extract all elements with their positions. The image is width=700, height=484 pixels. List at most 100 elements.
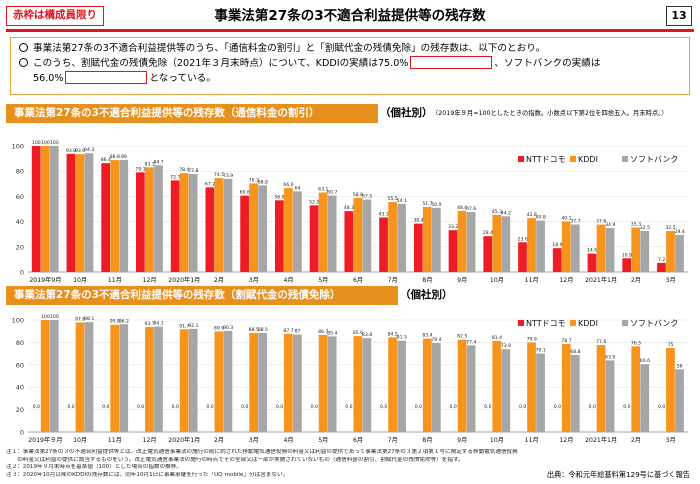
- bar-kddi: [318, 334, 328, 432]
- bar-softbank: [536, 220, 545, 272]
- bar-docomo: [552, 248, 562, 272]
- redacted-box: [410, 56, 493, 69]
- bar-docomo: [136, 172, 145, 272]
- bar-kddi: [353, 336, 363, 432]
- data-label: 89: [121, 154, 127, 160]
- bar-docomo: [518, 242, 527, 272]
- data-label: 93.8: [66, 148, 76, 154]
- data-label: 44.2: [501, 210, 511, 216]
- bar-softbank: [570, 354, 580, 432]
- bar-softbank: [154, 326, 163, 432]
- legend-label: ソフトバンク: [630, 319, 678, 328]
- summary-text-1: 事業法第27条の3不適合利益提供等のうち、「通信料金の割引」と「割賦代金の残債免…: [33, 43, 546, 54]
- bar-kddi: [145, 327, 154, 432]
- data-label: 97.8: [75, 316, 85, 322]
- x-tick-label: 6月: [353, 437, 363, 444]
- data-label: 77.4: [466, 339, 476, 345]
- chart-installment: 0 20 40 60 80 100 0.0 100 100 2019年９月 0.0 97.8 98.1 1…: [6, 308, 696, 446]
- bar-softbank: [640, 231, 650, 272]
- data-label: 37.6: [596, 219, 606, 225]
- bar-kddi: [214, 178, 224, 272]
- data-label: 48.6: [457, 205, 467, 211]
- data-label: 87: [295, 329, 301, 335]
- bar-kddi: [666, 348, 675, 432]
- x-tick-label: 2020年1月: [168, 276, 200, 284]
- data-label: 81.4: [492, 335, 502, 341]
- x-tick-label: 10月: [490, 437, 504, 444]
- data-label: 0.0: [415, 404, 422, 410]
- bar-softbank: [49, 320, 59, 432]
- bar-softbank: [536, 353, 545, 432]
- bar-kddi: [596, 224, 606, 272]
- data-label: 100: [50, 314, 59, 320]
- data-label: 55.5: [388, 196, 398, 202]
- data-label: 83.4: [422, 333, 432, 339]
- bar-softbank: [258, 332, 268, 432]
- data-label: 42.8: [527, 212, 537, 218]
- bar-softbank: [570, 224, 580, 272]
- y-tick-label: 80: [16, 168, 24, 176]
- bar-kddi: [284, 188, 293, 272]
- bar-softbank: [362, 338, 372, 432]
- circle-bullet-icon: [19, 43, 28, 52]
- bar-softbank: [84, 322, 94, 432]
- data-label: 79.9: [527, 337, 537, 343]
- summary-text-3: 56.0%: [33, 73, 64, 84]
- bar-kddi: [422, 338, 432, 432]
- data-label: 54.1: [397, 198, 407, 204]
- x-tick-label: 11月: [525, 277, 539, 284]
- data-label: 0.0: [137, 404, 144, 410]
- x-tick-label: 11月: [525, 437, 539, 444]
- bar-softbank: [49, 146, 59, 272]
- data-label: 84.5: [388, 331, 398, 337]
- data-label: 88.5: [249, 327, 259, 333]
- x-tick-label: 10月: [73, 277, 87, 284]
- bar-kddi: [110, 324, 120, 432]
- data-label: 56: [677, 363, 683, 369]
- bar-kddi: [457, 210, 467, 272]
- bar-kddi: [631, 346, 641, 432]
- data-label: 100: [41, 314, 50, 320]
- data-label: 0.0: [172, 404, 179, 410]
- data-label: 32.5: [640, 225, 650, 231]
- bar-kddi: [561, 343, 571, 432]
- bar-kddi: [249, 183, 259, 272]
- bar-kddi: [492, 214, 502, 272]
- bar-docomo: [413, 223, 423, 272]
- data-label: 38.4: [413, 218, 423, 224]
- x-tick-label: 10月: [73, 437, 87, 444]
- bar-softbank: [223, 178, 233, 272]
- x-tick-label: 12月: [559, 437, 573, 444]
- bar-softbank: [397, 203, 406, 272]
- bar-softbank: [397, 340, 406, 432]
- data-label: 85.4: [327, 330, 337, 336]
- data-label: 45.3: [492, 209, 502, 215]
- bar-kddi: [284, 333, 293, 432]
- legend-label: NTTドコモ: [526, 155, 566, 164]
- bar-softbank: [223, 330, 233, 432]
- data-label: 86.7: [318, 329, 328, 335]
- y-tick-label: 40: [16, 384, 24, 392]
- y-tick-label: 60: [16, 361, 24, 369]
- bar-docomo: [240, 195, 249, 272]
- data-label: 76.5: [631, 340, 641, 346]
- bar-docomo: [587, 253, 597, 272]
- data-label: 10.9: [622, 252, 632, 258]
- data-label: 94.1: [153, 321, 163, 327]
- bar-softbank: [675, 234, 684, 272]
- data-label: 81.5: [397, 335, 407, 341]
- data-label: 67.2: [205, 181, 215, 187]
- legend-label: KDDI: [578, 319, 598, 328]
- source-note: 出典：令和元年総基料第129号に基づく報告: [546, 470, 690, 479]
- data-label: 0.0: [623, 404, 630, 410]
- bar-kddi: [75, 154, 85, 272]
- data-label: 73.9: [223, 173, 233, 179]
- x-tick-label: 3月: [249, 277, 259, 284]
- y-tick-label: 0: [20, 269, 24, 277]
- data-label: 60.7: [327, 190, 337, 196]
- data-label: 47.6: [466, 206, 476, 212]
- x-tick-label: 5月: [318, 437, 328, 444]
- bar-docomo: [170, 180, 180, 272]
- x-tick-label: 12月: [143, 437, 157, 444]
